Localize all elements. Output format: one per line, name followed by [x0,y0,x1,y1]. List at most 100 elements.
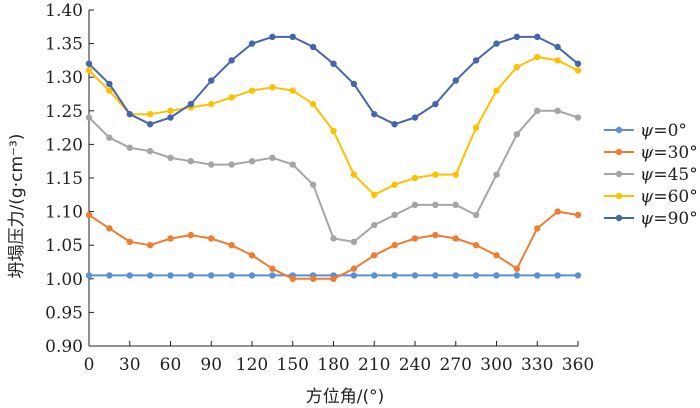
legend-item: ψ=90° [604,209,698,229]
y-tick-label: 1.35 [45,35,83,55]
data-point [228,57,235,64]
data-point [411,235,419,242]
x-tick-label: 90 [200,355,222,375]
data-point [248,272,256,279]
data-point [106,87,113,94]
data-point [269,33,276,41]
legend-swatch-marker [615,214,623,222]
data-point [208,77,215,84]
y-axis: 0.90 0.95 1.00 1.05 1.10 1.15 1.20 1.25 1.30 1.35… [45,1,94,357]
x-tick-label: 360 [562,355,594,375]
legend-value: =45° [653,165,697,185]
data-point [391,272,398,279]
data-point [269,84,276,91]
legend-value: =60° [653,187,697,207]
data-point [432,231,439,239]
data-point [106,272,113,279]
data-point [146,121,154,128]
data-point [146,147,154,155]
legend-item: ψ=45° [604,165,698,185]
data-point [534,33,541,41]
legend-swatch-marker [615,126,623,134]
data-point [248,252,256,259]
data-point [289,87,296,94]
data-point [534,272,541,279]
data-point [391,121,398,128]
x-tick-label: 240 [399,355,431,375]
x-tick-label: 330 [521,355,553,375]
legend-symbol: ψ [640,165,654,185]
data-point [85,67,93,74]
data-point [146,272,154,279]
data-point [85,211,93,219]
data-point [309,43,317,51]
data-point [350,265,358,272]
data-point [574,114,582,121]
legend-swatch-marker [615,170,623,178]
x-tick-label: 180 [317,355,349,375]
data-point [228,94,235,101]
data-point [432,201,439,209]
data-point [554,43,561,51]
legend-value: =90° [653,209,697,229]
x-tick-label: 0 [84,355,95,375]
y-tick-label: 1.10 [45,203,83,223]
data-point [350,238,358,246]
data-point [330,275,337,282]
data-point [472,272,480,279]
data-point [554,208,561,215]
data-point [534,225,541,232]
data-point [208,272,215,279]
data-point [85,272,93,279]
data-point [85,114,93,121]
data-point [208,235,215,242]
data-point [411,174,419,182]
data-point [228,242,235,249]
y-tick-label: 1.05 [45,236,83,256]
data-point [432,272,439,279]
series-area [85,33,582,282]
data-point [208,161,215,168]
data-point [411,272,419,279]
x-axis: 0 30 60 90 120 150 180 210 240 270 300 330 360 [84,341,594,375]
y-tick-label: 1.25 [45,102,83,122]
data-point [371,110,378,118]
data-point [167,272,174,279]
data-point [269,265,276,272]
legend-value: =30° [653,143,697,163]
data-point [187,272,195,279]
data-point [248,87,256,94]
legend-item: ψ=60° [604,187,698,207]
data-point [330,60,337,67]
data-point [289,161,296,168]
legend: ψ=0°ψ=30°ψ=45°ψ=60°ψ=90° [604,121,698,229]
series-4 [85,33,582,128]
data-point [167,154,174,162]
legend-label: ψ=45° [640,165,698,185]
data-point [493,272,500,279]
x-tick-label: 270 [440,355,472,375]
data-point [228,272,235,279]
data-point [452,77,459,84]
x-axis-title: 方位角/(°) [306,387,385,407]
data-point [391,242,398,249]
legend-item: ψ=30° [604,143,698,163]
data-point [554,272,561,279]
data-point [371,191,378,198]
data-point [330,127,337,135]
data-point [126,238,133,246]
data-point [472,57,480,64]
data-point [146,242,154,249]
data-point [350,171,358,178]
data-point [106,134,113,141]
legend-label: ψ=0° [640,121,687,141]
data-point [574,60,582,67]
data-point [391,181,398,188]
legend-label: ψ=60° [640,187,698,207]
data-point [309,100,317,108]
data-point [187,100,195,108]
data-point [554,107,561,115]
data-point [309,181,317,188]
data-point [493,252,500,259]
